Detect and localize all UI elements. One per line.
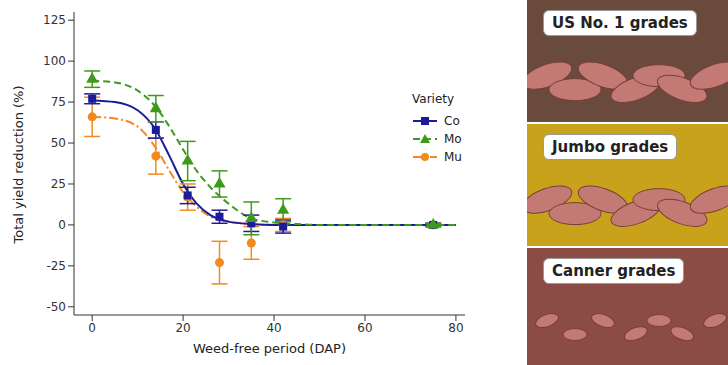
html-text:Jumbo grades: Jumbo grades bbox=[552, 138, 669, 156]
html-text:Mu: Mu bbox=[444, 150, 462, 164]
svg-text:0: 0 bbox=[58, 218, 66, 232]
svg-text:50: 50 bbox=[51, 136, 66, 150]
svg-text:20: 20 bbox=[175, 321, 190, 335]
html-text:Variety: Variety bbox=[412, 92, 455, 106]
svg-text:80: 80 bbox=[448, 321, 463, 335]
html-text:Co: Co bbox=[444, 114, 460, 128]
html-text:US No. 1 grades: US No. 1 grades bbox=[552, 14, 688, 32]
svg-text:75: 75 bbox=[51, 95, 66, 109]
html-text:Canner grades: Canner grades bbox=[552, 262, 676, 280]
svg-text:Weed-free period (DAP): Weed-free period (DAP) bbox=[193, 341, 346, 356]
svg-text:40: 40 bbox=[266, 321, 281, 335]
svg-text:25: 25 bbox=[51, 177, 66, 191]
html-text:Mo: Mo bbox=[444, 132, 462, 146]
svg-text:125: 125 bbox=[43, 13, 66, 27]
svg-text:-50: -50 bbox=[46, 300, 66, 314]
svg-text:100: 100 bbox=[43, 54, 66, 68]
svg-text:0: 0 bbox=[88, 321, 96, 335]
svg-text:60: 60 bbox=[357, 321, 372, 335]
svg-text:-25: -25 bbox=[46, 259, 66, 273]
svg-text:Total yield reduction (%): Total yield reduction (%) bbox=[11, 85, 26, 244]
